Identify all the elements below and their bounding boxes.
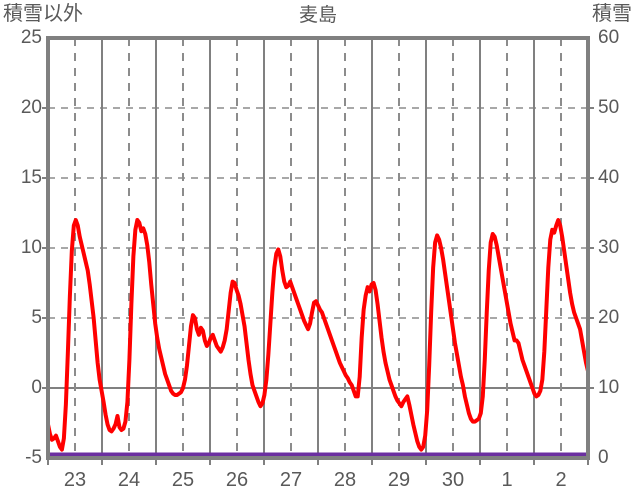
x-axis-tick-label: 23 [63,469,87,491]
y-axis-left-tick-label: 5 [31,307,42,328]
x-axis-tick-label: 30 [441,469,465,491]
y-axis-right-tick-label: 20 [598,307,620,328]
y-axis-right-tick-label: 10 [598,377,620,398]
right-axis-title: 積雪 [592,3,632,25]
y-axis-left-tick-label: -5 [25,447,42,468]
y-axis-right-tick-label: 50 [598,97,620,118]
x-axis-tick-label: 25 [171,469,195,491]
left-axis-title: 積雪以外 [3,3,83,25]
y-axis-left-tick-label: 25 [20,27,42,48]
x-axis-tick-label: 1 [501,469,513,491]
y-axis-right-tick-label: 40 [598,167,620,188]
x-axis-tick-label: 24 [117,469,141,491]
gridlines [48,38,588,458]
x-axis-tick-label: 26 [225,469,249,491]
plot-frame [42,36,594,465]
y-axis-left-tick-label: 10 [20,237,42,258]
y-axis-right-tick-label: 0 [598,447,609,468]
y-axis-right-tick-label: 60 [598,27,620,48]
y-axis-left-tick-label: 20 [20,97,42,118]
y-axis-left-tick-label: 0 [31,377,42,398]
x-axis-tick-label: 2 [555,469,567,491]
x-axis-tick-label: 27 [279,469,303,491]
x-axis-tick-label: 28 [333,469,357,491]
series-layer [46,218,590,458]
y-axis-right-tick-label: 30 [598,237,620,258]
y-axis-left-tick-label: 15 [20,167,42,188]
page-title: 麦島 [298,5,337,26]
x-axis-tick-label: 29 [387,469,411,491]
